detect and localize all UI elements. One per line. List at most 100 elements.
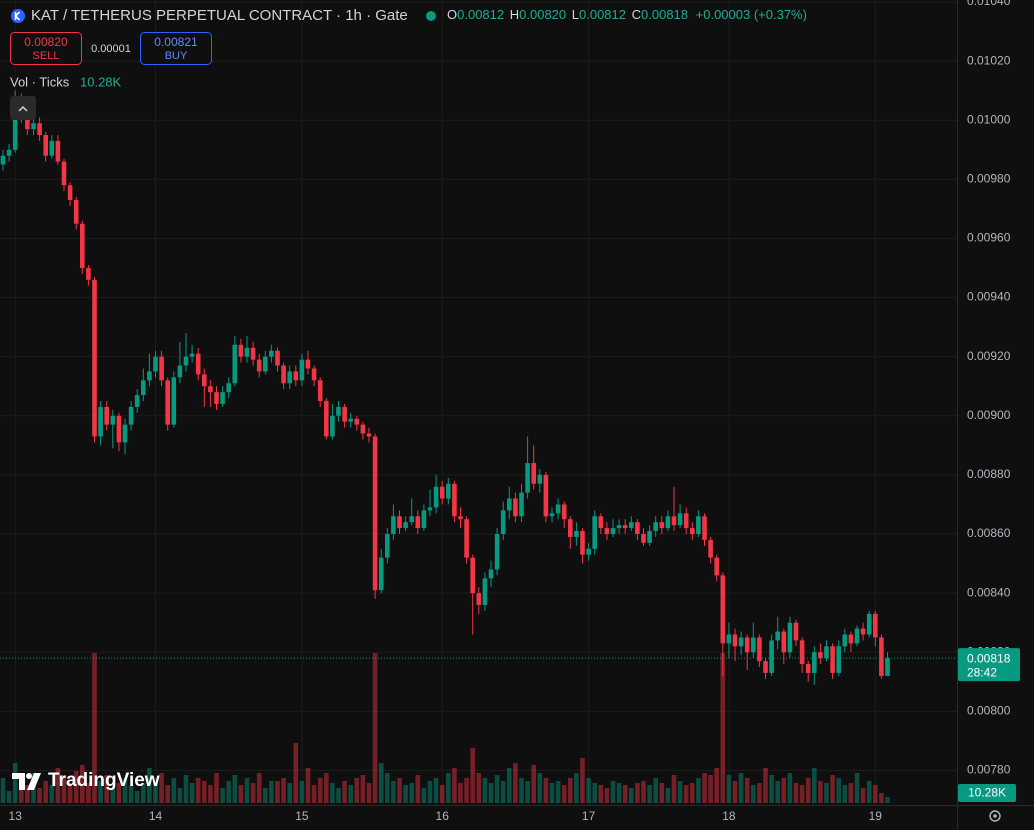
volume-bar [555,781,561,803]
volume-pane [0,653,890,803]
candle-body [372,436,378,591]
candle-body [616,525,622,529]
volume-bar [317,778,323,803]
volume-bar [269,781,274,803]
volume-bar [561,785,567,803]
candle-body [812,652,817,673]
volume-bar [232,775,238,803]
volume-bar [452,768,457,803]
volume-bar [622,785,628,803]
candle-body [171,377,177,425]
candle-body [177,365,183,378]
candle-body [708,539,713,558]
symbol-title[interactable]: KAT / TETHERUS PERPETUAL CONTRACT · 1h ·… [31,7,408,24]
candle-body [299,359,305,381]
candle-body [842,634,848,647]
candle-body [104,406,109,425]
candle-body [153,356,158,372]
candle-body [67,185,73,201]
settings-icon-center [993,814,997,818]
candle-body [531,463,536,484]
volume-bar [287,783,292,803]
volume-bar [122,778,128,803]
buy-label: BUY [165,50,188,62]
candle-body [397,516,402,529]
candle-body [378,557,384,591]
volume-bar [873,785,878,803]
volume-bar [818,781,823,803]
candle-body [73,200,79,224]
candle-body [366,433,372,437]
volume-bar [824,783,829,803]
y-tick-label: 0.00960 [967,231,1011,245]
x-tick-label: 16 [436,809,450,823]
candles [0,90,890,685]
candle-body [494,534,500,570]
buy-button[interactable] [140,32,212,65]
volume-bar [598,785,604,803]
volume-bar [812,768,817,803]
candle-body [629,522,634,529]
candle-body [439,486,445,499]
volume-bar [305,768,311,803]
volume-bar [659,783,665,803]
volume-bar [793,783,799,803]
candle-body [641,534,646,543]
candle-body [500,510,506,534]
volume-bar [665,788,671,803]
x-tick-label: 19 [869,809,883,823]
bar-countdown: 28:42 [967,665,997,679]
candle-body [250,347,256,360]
volume-bar [763,768,768,803]
volume-bar [391,781,396,803]
x-tick-label: 15 [295,809,309,823]
volume-bar [189,783,195,803]
collapse-icon [18,105,28,112]
candle-body [275,350,280,366]
candle-body [256,359,262,372]
brand-logo-dot [26,773,32,779]
settings-icon[interactable] [989,810,1001,822]
candle-body [781,631,787,653]
volume-bar [336,788,341,803]
volume-bar [195,778,201,803]
volume-bar [324,773,329,803]
volume-bar [372,653,378,803]
candle-body [141,380,146,396]
candle-body [726,634,732,644]
candle-body [763,661,768,673]
volume-bar [446,773,451,803]
candle-body [751,637,756,653]
volume-bar [738,773,744,803]
volume-bar [580,758,585,803]
candle-body [574,531,579,537]
candle-body [98,406,103,437]
volume-bar [220,788,225,803]
candle-body [860,628,866,635]
candle-body [732,634,738,647]
volume-bar [80,765,85,803]
volume-bar [507,768,512,803]
candle-body [507,498,512,511]
volume-bar [592,783,597,803]
ohlc-key: L [572,7,579,22]
volume-bar [397,778,402,803]
y-tick-label: 0.00880 [967,467,1011,481]
candle-body [330,415,335,437]
volume-bar [147,768,152,803]
candle-body [836,646,841,673]
candle-body [653,522,658,532]
volume-bar [183,775,189,803]
candle-body [446,483,451,499]
candle-body [519,492,524,517]
candle-body [683,513,689,529]
volume-bar [427,781,433,803]
sell-button[interactable] [10,32,82,65]
volume-bar [799,785,805,803]
volume-bar [385,773,390,803]
candle-body [348,418,353,422]
brand-name[interactable]: TradingView [48,770,160,791]
volume-bar [531,765,536,803]
